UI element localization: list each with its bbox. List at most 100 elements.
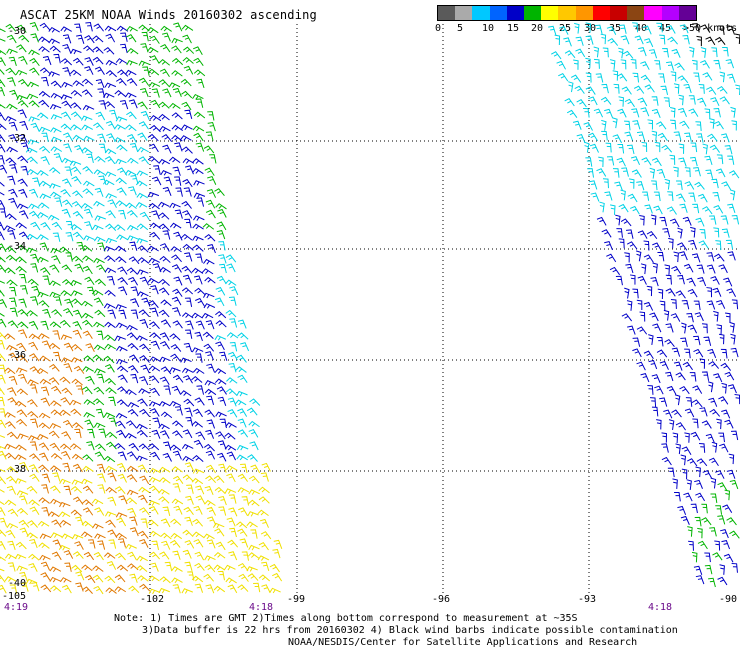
wind-barb — [20, 165, 29, 176]
wind-barb — [30, 263, 39, 273]
wind-barb — [72, 57, 84, 66]
wind-barb — [193, 69, 206, 77]
wind-barb — [149, 451, 161, 461]
wind-barb — [6, 485, 17, 495]
wind-barb — [117, 386, 129, 394]
wind-barb — [65, 252, 73, 262]
wind-barb — [207, 175, 217, 185]
wind-barb — [593, 46, 600, 58]
wind-barb — [675, 193, 686, 203]
wind-barb — [71, 290, 83, 296]
wind-barb — [139, 475, 150, 485]
wind-barb — [214, 378, 227, 385]
wind-barb — [734, 394, 740, 405]
wind-barb — [83, 45, 95, 53]
wind-barb — [83, 235, 95, 241]
wind-barb — [171, 57, 184, 66]
wind-barb — [735, 84, 740, 96]
wind-barb — [49, 183, 61, 189]
wind-barb — [730, 333, 736, 345]
wind-barb — [125, 92, 137, 98]
wind-barb — [218, 254, 227, 264]
wind-barb — [649, 312, 659, 322]
wind-barb — [0, 476, 7, 485]
wind-barb — [19, 120, 29, 131]
wind-barb — [174, 209, 183, 219]
wind-barb — [41, 484, 49, 494]
wind-barb — [229, 527, 237, 538]
wind-barb — [3, 225, 16, 231]
lat-label: -32 — [8, 133, 27, 144]
wind-barb — [719, 71, 726, 83]
wind-barb — [705, 169, 714, 179]
wind-barb — [0, 155, 5, 165]
wind-barb — [195, 142, 205, 152]
wind-barb — [4, 411, 16, 418]
wind-barb — [718, 432, 725, 443]
wind-barb — [137, 146, 149, 153]
wind-barb — [116, 358, 128, 365]
wind-barb — [26, 247, 38, 253]
wind-barb — [30, 122, 40, 132]
wind-barb — [0, 489, 5, 493]
wind-barb — [172, 320, 183, 329]
wind-barb — [84, 66, 94, 75]
wind-barb — [80, 478, 93, 485]
wind-barb — [102, 179, 115, 186]
wind-barb — [0, 556, 6, 561]
wind-barb — [640, 373, 650, 383]
wind-barb — [16, 418, 28, 427]
wind-barb — [688, 192, 696, 202]
wind-barb — [181, 265, 193, 274]
wind-barb — [589, 180, 598, 190]
wind-barb — [114, 137, 126, 143]
wind-barb — [70, 102, 82, 110]
wind-barb — [273, 539, 283, 549]
wind-barb — [195, 253, 203, 263]
wind-barb — [28, 563, 38, 572]
wind-barb — [105, 237, 118, 244]
wind-barb — [651, 108, 661, 118]
wind-barb — [148, 575, 160, 582]
wind-barb — [104, 552, 116, 559]
wind-barb — [0, 445, 7, 450]
wind-barb — [128, 99, 138, 109]
wind-barb — [204, 555, 216, 561]
wind-barb — [92, 565, 104, 572]
wind-barb — [614, 181, 623, 191]
wind-barb — [105, 587, 117, 594]
wind-barb — [235, 366, 247, 373]
wind-barb — [639, 214, 645, 226]
wind-barb — [686, 312, 694, 323]
wind-barb — [203, 258, 215, 265]
wind-barb — [712, 552, 723, 561]
wind-barb — [663, 97, 671, 108]
legend-tick: 35 — [609, 23, 622, 34]
wind-barb — [19, 461, 29, 471]
wind-barb — [18, 188, 28, 198]
wind-barb — [601, 229, 612, 238]
wind-barb — [663, 309, 670, 321]
wind-barb — [705, 433, 715, 443]
wind-barb — [105, 486, 117, 494]
wind-barb — [94, 451, 105, 460]
wind-barb — [697, 540, 708, 550]
wind-barb — [18, 373, 28, 383]
wind-barb — [172, 288, 183, 297]
wind-barb — [715, 168, 726, 178]
wind-barb — [27, 81, 40, 88]
wind-barb — [0, 568, 5, 572]
wind-barb — [9, 89, 19, 99]
wind-barb — [677, 505, 687, 516]
wind-barb — [54, 296, 62, 306]
wind-barb — [217, 396, 227, 406]
wind-barb — [137, 101, 148, 110]
wind-barb — [601, 130, 608, 141]
legend-tick: 20 — [531, 23, 544, 34]
wind-barb — [192, 468, 205, 475]
wind-barb — [84, 419, 94, 429]
wind-barb — [0, 123, 7, 131]
wind-barb — [49, 167, 61, 174]
wind-barb — [182, 34, 192, 44]
wind-barb — [84, 221, 93, 231]
